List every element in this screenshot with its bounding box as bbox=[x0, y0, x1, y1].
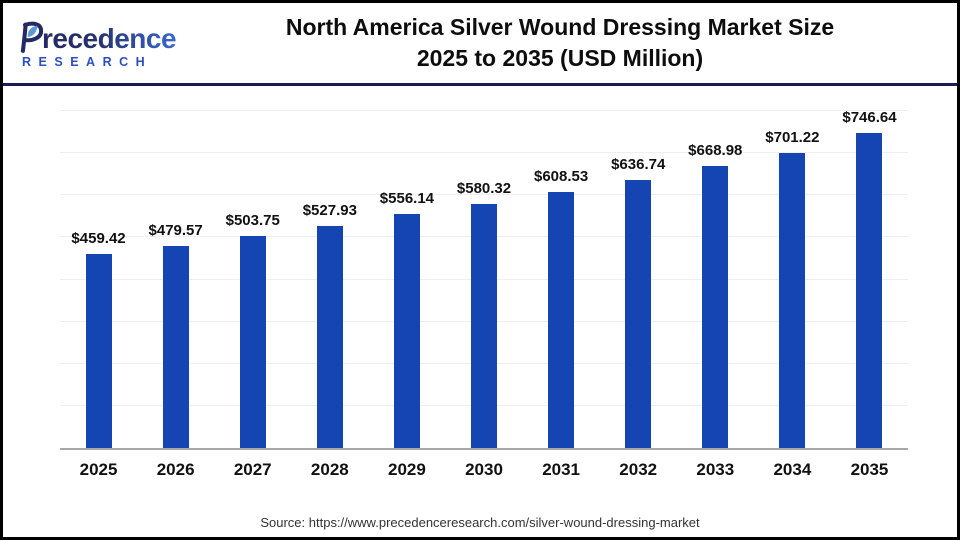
brand-name: recedence bbox=[42, 22, 177, 54]
bar-2030 bbox=[471, 203, 498, 448]
brand-subtitle: RESEARCH bbox=[22, 54, 153, 69]
x-axis-label-2027: 2027 bbox=[233, 460, 272, 479]
bar-column-2028: $527.93 bbox=[291, 111, 368, 448]
bar-2031 bbox=[548, 191, 575, 448]
x-axis-label-2034: 2034 bbox=[773, 460, 812, 479]
x-axis-label-2026: 2026 bbox=[156, 460, 195, 479]
bar-column-2025: $459.42 bbox=[60, 111, 137, 448]
bar-value-label-2025: $459.42 bbox=[71, 230, 126, 248]
bar-value-label-2034: $701.22 bbox=[765, 128, 820, 146]
bar-2025 bbox=[85, 254, 112, 448]
bar-2035 bbox=[856, 133, 883, 448]
bar-value-label-2031: $608.53 bbox=[533, 167, 589, 185]
bar-value-label-2029: $556.14 bbox=[379, 189, 435, 207]
bar-column-2034: $701.22 bbox=[754, 111, 831, 448]
x-axis-label-2031: 2031 bbox=[542, 460, 581, 479]
x-axis-labels: 2025 2026 2027 2028 2029 2030 2031 2032 2033 2034… bbox=[60, 458, 908, 482]
gridline-700 bbox=[60, 152, 908, 154]
bar-value-label-2028: $527.93 bbox=[302, 201, 357, 219]
bar-value-label-2030: $580.32 bbox=[456, 179, 512, 197]
chart-title-line2: 2025 to 2035 (USD Million) bbox=[416, 45, 704, 71]
chart-title: North America Silver Wound Dressing Mark… bbox=[171, 12, 957, 74]
leaf-p-icon bbox=[20, 21, 43, 53]
bar-2028 bbox=[316, 225, 343, 448]
bar-value-label-2033: $668.98 bbox=[688, 142, 743, 160]
bar-2029 bbox=[393, 213, 420, 448]
bar-column-2033: $668.98 bbox=[677, 111, 754, 448]
plot-area: $459.42 $479.57 $503.75 $527.93 $556.14 $580.… bbox=[60, 109, 908, 450]
x-axis-label-2035: 2035 bbox=[850, 460, 889, 479]
bar-column-2035: $746.64 bbox=[831, 109, 908, 448]
bar-2033 bbox=[702, 166, 729, 448]
gridline-800 bbox=[60, 110, 908, 111]
source-text: Source: https://www.precedenceresearch.c… bbox=[260, 515, 700, 530]
bar-2026 bbox=[162, 245, 189, 448]
bar-column-2031: $608.53 bbox=[523, 111, 600, 448]
bar-value-label-2027: $503.75 bbox=[225, 211, 280, 229]
bar-2027 bbox=[239, 235, 266, 448]
bar-2032 bbox=[625, 179, 652, 448]
x-axis-label-2029: 2029 bbox=[388, 460, 426, 479]
bar-value-label-2026: $479.57 bbox=[148, 221, 203, 239]
bar-column-2032: $636.74 bbox=[600, 111, 677, 448]
x-axis-label-2030: 2030 bbox=[465, 460, 503, 479]
brand-logo: recedence RESEARCH bbox=[3, 18, 177, 69]
bar-value-label-2035: $746.64 bbox=[842, 109, 897, 127]
x-axis-label-2033: 2033 bbox=[696, 460, 735, 479]
brand-wordmark: recedence bbox=[19, 18, 177, 54]
bar-column-2026: $479.57 bbox=[137, 111, 214, 448]
bar-column-2029: $556.14 bbox=[368, 111, 445, 448]
gridline-600 bbox=[60, 194, 908, 196]
bar-2034 bbox=[779, 152, 806, 448]
bar-columns: $459.42 $479.57 $503.75 $527.93 $556.14 $580.… bbox=[60, 109, 908, 448]
x-axis-label-2028: 2028 bbox=[310, 460, 349, 479]
bar-column-2027: $503.75 bbox=[214, 111, 291, 448]
x-axis-label-2025: 2025 bbox=[79, 460, 118, 479]
bar-column-2030: $580.32 bbox=[445, 111, 522, 448]
header: recedence RESEARCH North America Silver … bbox=[3, 3, 957, 86]
x-axis-label-2032: 2032 bbox=[619, 460, 658, 479]
bar-value-label-2032: $636.74 bbox=[611, 155, 666, 173]
chart-title-line1: North America Silver Wound Dressing Mark… bbox=[285, 14, 835, 40]
